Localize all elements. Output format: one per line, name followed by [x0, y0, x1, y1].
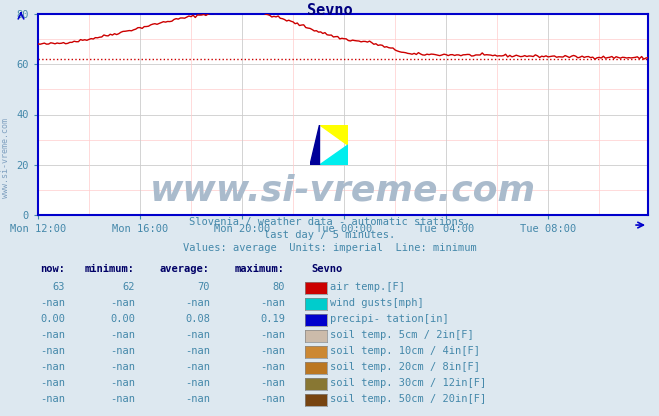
- Text: 0.00: 0.00: [110, 314, 135, 324]
- Text: 70: 70: [198, 282, 210, 292]
- Text: -nan: -nan: [110, 298, 135, 308]
- Text: -nan: -nan: [110, 362, 135, 372]
- Text: -nan: -nan: [110, 378, 135, 388]
- Text: -nan: -nan: [260, 378, 285, 388]
- Text: soil temp. 30cm / 12in[F]: soil temp. 30cm / 12in[F]: [330, 378, 486, 388]
- Text: 63: 63: [53, 282, 65, 292]
- Text: -nan: -nan: [40, 346, 65, 356]
- Text: 0.19: 0.19: [260, 314, 285, 324]
- Text: -nan: -nan: [40, 378, 65, 388]
- Text: last day / 5 minutes.: last day / 5 minutes.: [264, 230, 395, 240]
- Polygon shape: [320, 125, 348, 145]
- Text: now:: now:: [40, 264, 65, 274]
- Text: wind gusts[mph]: wind gusts[mph]: [330, 298, 424, 308]
- Polygon shape: [320, 145, 348, 165]
- Text: maximum:: maximum:: [235, 264, 285, 274]
- Text: -nan: -nan: [185, 330, 210, 340]
- Text: 0.08: 0.08: [185, 314, 210, 324]
- Text: air temp.[F]: air temp.[F]: [330, 282, 405, 292]
- Text: -nan: -nan: [40, 362, 65, 372]
- Text: Values: average  Units: imperial  Line: minimum: Values: average Units: imperial Line: mi…: [183, 243, 476, 253]
- Text: precipi- tation[in]: precipi- tation[in]: [330, 314, 449, 324]
- Text: -nan: -nan: [40, 298, 65, 308]
- Text: -nan: -nan: [260, 330, 285, 340]
- Text: soil temp. 50cm / 20in[F]: soil temp. 50cm / 20in[F]: [330, 394, 486, 404]
- Text: -nan: -nan: [260, 346, 285, 356]
- Text: -nan: -nan: [40, 330, 65, 340]
- Text: -nan: -nan: [185, 378, 210, 388]
- Text: -nan: -nan: [110, 394, 135, 404]
- Text: soil temp. 10cm / 4in[F]: soil temp. 10cm / 4in[F]: [330, 346, 480, 356]
- Text: soil temp. 5cm / 2in[F]: soil temp. 5cm / 2in[F]: [330, 330, 474, 340]
- Text: Sevno: Sevno: [312, 264, 343, 274]
- Text: soil temp. 20cm / 8in[F]: soil temp. 20cm / 8in[F]: [330, 362, 480, 372]
- Text: Slovenia / weather data - automatic stations.: Slovenia / weather data - automatic stat…: [189, 217, 470, 227]
- Text: -nan: -nan: [185, 298, 210, 308]
- Text: www.si-vreme.com: www.si-vreme.com: [150, 174, 536, 208]
- Text: www.si-vreme.com: www.si-vreme.com: [1, 118, 10, 198]
- Text: -nan: -nan: [260, 298, 285, 308]
- Text: -nan: -nan: [110, 330, 135, 340]
- Text: -nan: -nan: [40, 394, 65, 404]
- Text: Sevno: Sevno: [306, 2, 353, 17]
- Text: -nan: -nan: [110, 346, 135, 356]
- Text: -nan: -nan: [185, 362, 210, 372]
- Text: -nan: -nan: [260, 394, 285, 404]
- Text: 80: 80: [273, 282, 285, 292]
- Text: minimum:: minimum:: [85, 264, 135, 274]
- Text: -nan: -nan: [260, 362, 285, 372]
- Text: 0.00: 0.00: [40, 314, 65, 324]
- Text: -nan: -nan: [185, 346, 210, 356]
- Text: average:: average:: [160, 264, 210, 274]
- Text: -nan: -nan: [185, 394, 210, 404]
- Text: 62: 62: [123, 282, 135, 292]
- Polygon shape: [310, 125, 320, 165]
